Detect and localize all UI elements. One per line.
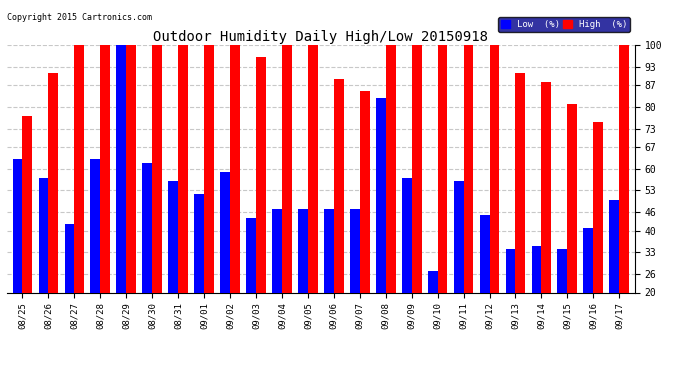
Bar — [506, 249, 515, 292]
Bar — [542, 82, 551, 292]
Bar — [454, 181, 464, 292]
Bar — [350, 209, 359, 292]
Bar — [515, 73, 525, 292]
Bar — [437, 45, 448, 292]
Bar — [178, 45, 188, 292]
Bar — [298, 209, 308, 292]
Bar — [619, 45, 629, 292]
Bar — [272, 209, 282, 292]
Bar — [480, 215, 489, 292]
Bar — [220, 172, 230, 292]
Bar — [593, 122, 603, 292]
Bar — [152, 45, 162, 292]
Bar — [100, 45, 110, 292]
Title: Outdoor Humidity Daily High/Low 20150918: Outdoor Humidity Daily High/Low 20150918 — [153, 30, 489, 44]
Bar — [23, 116, 32, 292]
Bar — [386, 45, 395, 292]
Bar — [308, 45, 317, 292]
Bar — [230, 45, 240, 292]
Bar — [142, 163, 152, 292]
Bar — [282, 45, 292, 292]
Bar — [48, 73, 58, 292]
Bar — [90, 159, 100, 292]
Bar — [428, 271, 437, 292]
Legend: Low  (%), High  (%): Low (%), High (%) — [498, 17, 630, 32]
Bar — [75, 45, 84, 292]
Bar — [567, 104, 578, 292]
Bar — [412, 45, 422, 292]
Bar — [558, 249, 567, 292]
Bar — [489, 45, 500, 292]
Bar — [12, 159, 23, 292]
Bar — [256, 57, 266, 292]
Bar — [168, 181, 178, 292]
Bar — [324, 209, 334, 292]
Bar — [246, 218, 256, 292]
Bar — [402, 178, 412, 292]
Bar — [194, 194, 204, 292]
Bar — [376, 98, 386, 292]
Text: Copyright 2015 Cartronics.com: Copyright 2015 Cartronics.com — [7, 13, 152, 22]
Bar — [359, 92, 370, 292]
Bar — [609, 200, 619, 292]
Bar — [334, 79, 344, 292]
Bar — [117, 45, 126, 292]
Bar — [126, 45, 136, 292]
Bar — [464, 45, 473, 292]
Bar — [531, 246, 542, 292]
Bar — [204, 45, 214, 292]
Bar — [64, 224, 75, 292]
Bar — [584, 228, 593, 292]
Bar — [39, 178, 48, 292]
